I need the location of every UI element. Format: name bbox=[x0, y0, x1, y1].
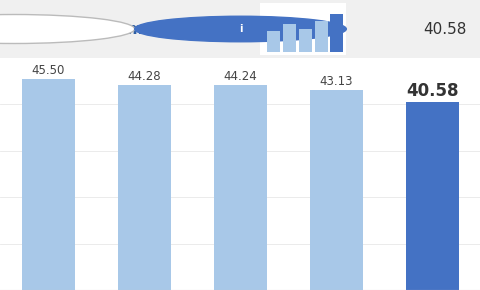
Text: 44.24: 44.24 bbox=[223, 70, 257, 83]
Text: 40.58: 40.58 bbox=[422, 21, 466, 37]
Bar bbox=[330, 14, 343, 52]
Bar bbox=[298, 29, 311, 52]
Bar bbox=[310, 90, 362, 290]
Circle shape bbox=[0, 14, 134, 44]
Circle shape bbox=[134, 16, 346, 42]
Text: 44.28: 44.28 bbox=[127, 70, 161, 83]
Text: Cost Income Ratio (%): Cost Income Ratio (%) bbox=[48, 21, 237, 37]
Bar bbox=[314, 21, 327, 52]
Bar bbox=[118, 85, 170, 290]
Bar bbox=[406, 102, 458, 290]
Text: 45.50: 45.50 bbox=[32, 64, 65, 77]
Bar bbox=[282, 24, 295, 52]
Text: 43.13: 43.13 bbox=[319, 75, 353, 88]
Bar bbox=[266, 31, 279, 52]
Text: i: i bbox=[238, 24, 242, 34]
Bar bbox=[22, 79, 74, 290]
Bar bbox=[214, 85, 266, 290]
FancyBboxPatch shape bbox=[259, 3, 346, 55]
Text: 40.58: 40.58 bbox=[406, 82, 458, 100]
